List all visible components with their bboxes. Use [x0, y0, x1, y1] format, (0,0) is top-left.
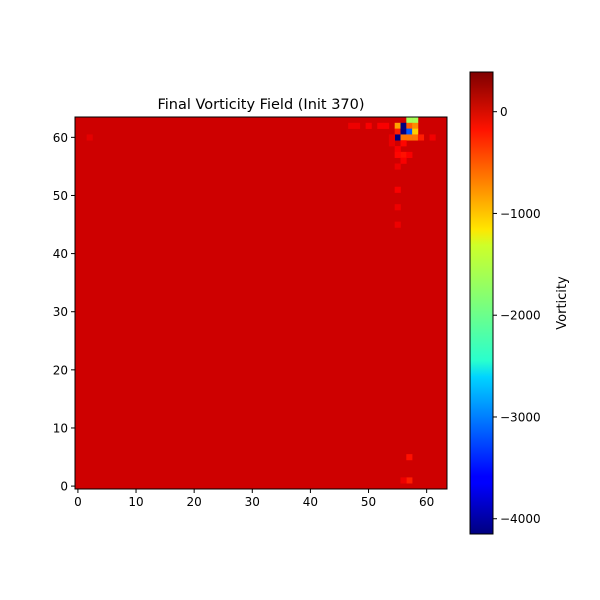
heatmap-cell: [400, 122, 407, 129]
heatmap-cell: [400, 151, 407, 158]
heatmap-cell: [412, 122, 419, 129]
heatmap-cell: [400, 477, 407, 484]
heatmap-cell: [400, 157, 407, 164]
colorbar: [469, 71, 494, 535]
plot-frame: [74, 116, 448, 490]
heatmap-cell: [394, 134, 401, 141]
heatmap-cell: [394, 204, 401, 211]
colorbar-tick-label: −1000: [500, 207, 541, 221]
heatmap-cell: [406, 477, 413, 484]
x-tick-label: 0: [74, 495, 82, 509]
heatmap-cell: [86, 134, 93, 141]
x-axis: 0 10 20 30 40 50 60: [74, 489, 434, 509]
heatmap-cell: [417, 134, 425, 141]
heatmap-cell: [406, 117, 413, 124]
y-tick-label: 20: [53, 363, 68, 377]
y-tick-label: 60: [53, 131, 68, 145]
x-tick-label: 20: [187, 495, 202, 509]
heatmap-cells: [75, 117, 447, 489]
y-tick-label: 0: [60, 480, 68, 494]
heatmap-cell: [400, 140, 407, 147]
heatmap-cell: [354, 122, 361, 129]
y-axis: 0 10 20 30 40 50 60: [53, 131, 75, 494]
y-tick-label: 50: [53, 189, 68, 203]
heatmap-cell: [394, 151, 401, 158]
heatmap-cell: [412, 128, 419, 135]
heatmap-cell: [406, 134, 413, 141]
heatmap-cell: [388, 140, 395, 147]
heatmap-cell: [400, 134, 407, 141]
x-tick-label: 10: [128, 495, 143, 509]
chart-title: Final Vorticity Field (Init 370): [157, 97, 364, 113]
heatmap-cell: [406, 122, 413, 129]
heatmap-cell: [406, 128, 413, 135]
heatmap-cell: [383, 122, 390, 129]
heatmap-cell: [429, 134, 436, 141]
colorbar-tick-label: −3000: [500, 410, 541, 424]
heatmap-background: [75, 117, 447, 489]
heatmap-cell: [412, 117, 419, 124]
x-tick-label: 40: [303, 495, 318, 509]
heatmap-cell: [348, 122, 355, 129]
heatmap-cell: [394, 146, 401, 153]
heatmap-cell: [388, 134, 395, 141]
heatmap-cell: [365, 122, 372, 129]
heatmap-cell: [394, 186, 401, 193]
heatmap-cell: [394, 221, 401, 228]
colorbar-tick-label: −4000: [500, 512, 541, 526]
colorbar-label: Vorticity: [555, 276, 570, 330]
y-tick-label: 10: [53, 421, 68, 435]
heatmap-cell: [377, 122, 384, 129]
heatmap-cell: [412, 134, 419, 141]
heatmap-cell: [394, 122, 401, 129]
x-tick-label: 60: [419, 495, 434, 509]
heatmap-cell: [406, 454, 413, 461]
heatmap-cell: [394, 163, 401, 170]
x-tick-label: 30: [245, 495, 260, 509]
heatmap-cell: [394, 128, 401, 135]
colorbar-axis: 0 −1000 −2000 −3000 −4000: [493, 105, 541, 526]
colorbar-tick-label: −2000: [500, 309, 541, 323]
x-tick-label: 50: [361, 495, 376, 509]
heatmap-cell: [400, 128, 407, 135]
y-tick-label: 30: [53, 305, 68, 319]
y-tick-label: 40: [53, 247, 68, 261]
heatmap-cell: [406, 151, 413, 158]
colorbar-tick-label: 0: [500, 105, 508, 119]
